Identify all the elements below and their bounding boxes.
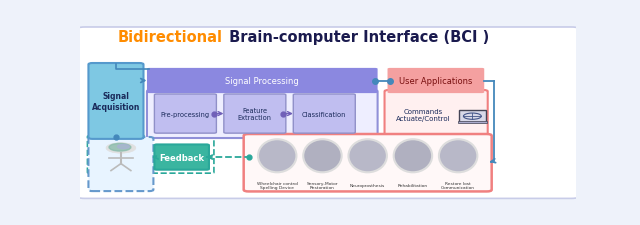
FancyBboxPatch shape [293, 94, 355, 134]
Ellipse shape [394, 140, 432, 173]
Ellipse shape [348, 140, 387, 173]
Ellipse shape [303, 140, 342, 173]
Text: Sensory-Motor
Restoration: Sensory-Motor Restoration [307, 181, 338, 189]
FancyBboxPatch shape [75, 28, 581, 198]
Bar [458, 122, 487, 123]
Text: User Applications: User Applications [399, 77, 472, 86]
Text: Feedback: Feedback [159, 153, 204, 162]
FancyBboxPatch shape [459, 110, 486, 123]
Ellipse shape [439, 140, 477, 173]
FancyBboxPatch shape [154, 94, 216, 134]
FancyBboxPatch shape [88, 137, 154, 191]
Text: Feature
Extraction: Feature Extraction [238, 108, 272, 121]
Text: Signal
Acquisition: Signal Acquisition [92, 92, 140, 111]
Text: Commands
Actuate/Control: Commands Actuate/Control [396, 108, 451, 121]
Text: Rehabilitation: Rehabilitation [398, 183, 428, 187]
Text: Brain-computer Interface (BCI ): Brain-computer Interface (BCI ) [224, 30, 489, 45]
Circle shape [118, 145, 129, 149]
FancyBboxPatch shape [244, 134, 492, 192]
FancyBboxPatch shape [385, 91, 488, 138]
Text: Bidirectional: Bidirectional [118, 30, 223, 45]
Circle shape [109, 144, 131, 151]
FancyBboxPatch shape [154, 145, 209, 170]
Text: Restore lost
Communication: Restore lost Communication [441, 181, 475, 189]
FancyBboxPatch shape [147, 69, 378, 94]
Text: Pre-processing: Pre-processing [161, 111, 210, 117]
Text: Signal Processing: Signal Processing [225, 77, 299, 86]
Ellipse shape [258, 140, 296, 173]
FancyBboxPatch shape [224, 94, 286, 134]
FancyBboxPatch shape [88, 64, 143, 139]
Text: Wheelchair control
Spelling Device: Wheelchair control Spelling Device [257, 181, 298, 189]
Text: Neuroprosthesis: Neuroprosthesis [350, 183, 385, 187]
Circle shape [106, 143, 136, 153]
FancyBboxPatch shape [388, 69, 484, 94]
FancyBboxPatch shape [147, 91, 378, 138]
Text: Classification: Classification [302, 111, 346, 117]
